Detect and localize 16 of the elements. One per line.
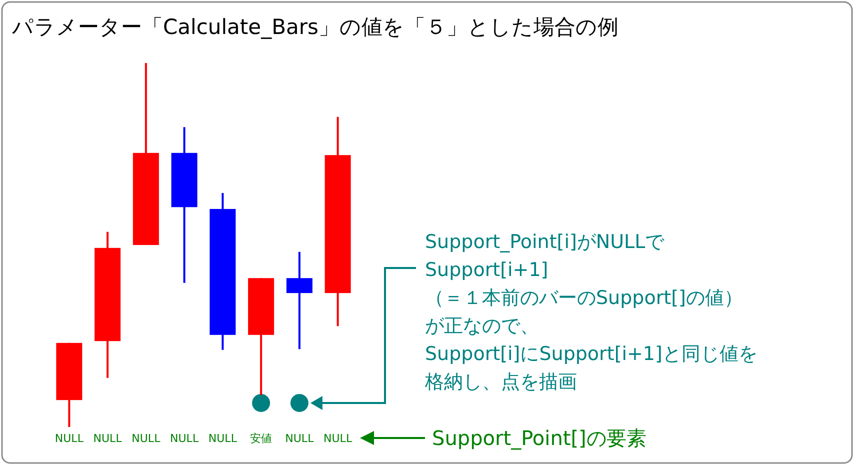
- text: が正なので、: [425, 315, 539, 337]
- text: Support[i+1]: [425, 259, 548, 281]
- x-tick-label: NULL: [132, 432, 162, 445]
- text: 格納し、点を描画: [424, 371, 577, 393]
- x-tick-label: NULL: [208, 432, 238, 445]
- text: Support[i]にSupport[i+1]と同じ値を: [425, 343, 758, 365]
- text: Support_Point[i]がNULLで: [425, 231, 666, 253]
- x-tick-label: NULL: [170, 432, 200, 445]
- x-tick-label: NULL: [285, 432, 315, 445]
- x-tick-label: NULL: [93, 432, 123, 445]
- text: Support_Point[]の要素: [432, 426, 646, 450]
- x-tick-label: 安値: [250, 432, 272, 445]
- x-tick-label: NULL: [54, 432, 84, 445]
- text: （＝１本前のバーのSupport[]の値）: [425, 287, 743, 309]
- x-tick-label: NULL: [324, 432, 353, 445]
- chart-title: パラメーター「Calculate_Bars」の値を「５」とした場合の例: [11, 15, 618, 39]
